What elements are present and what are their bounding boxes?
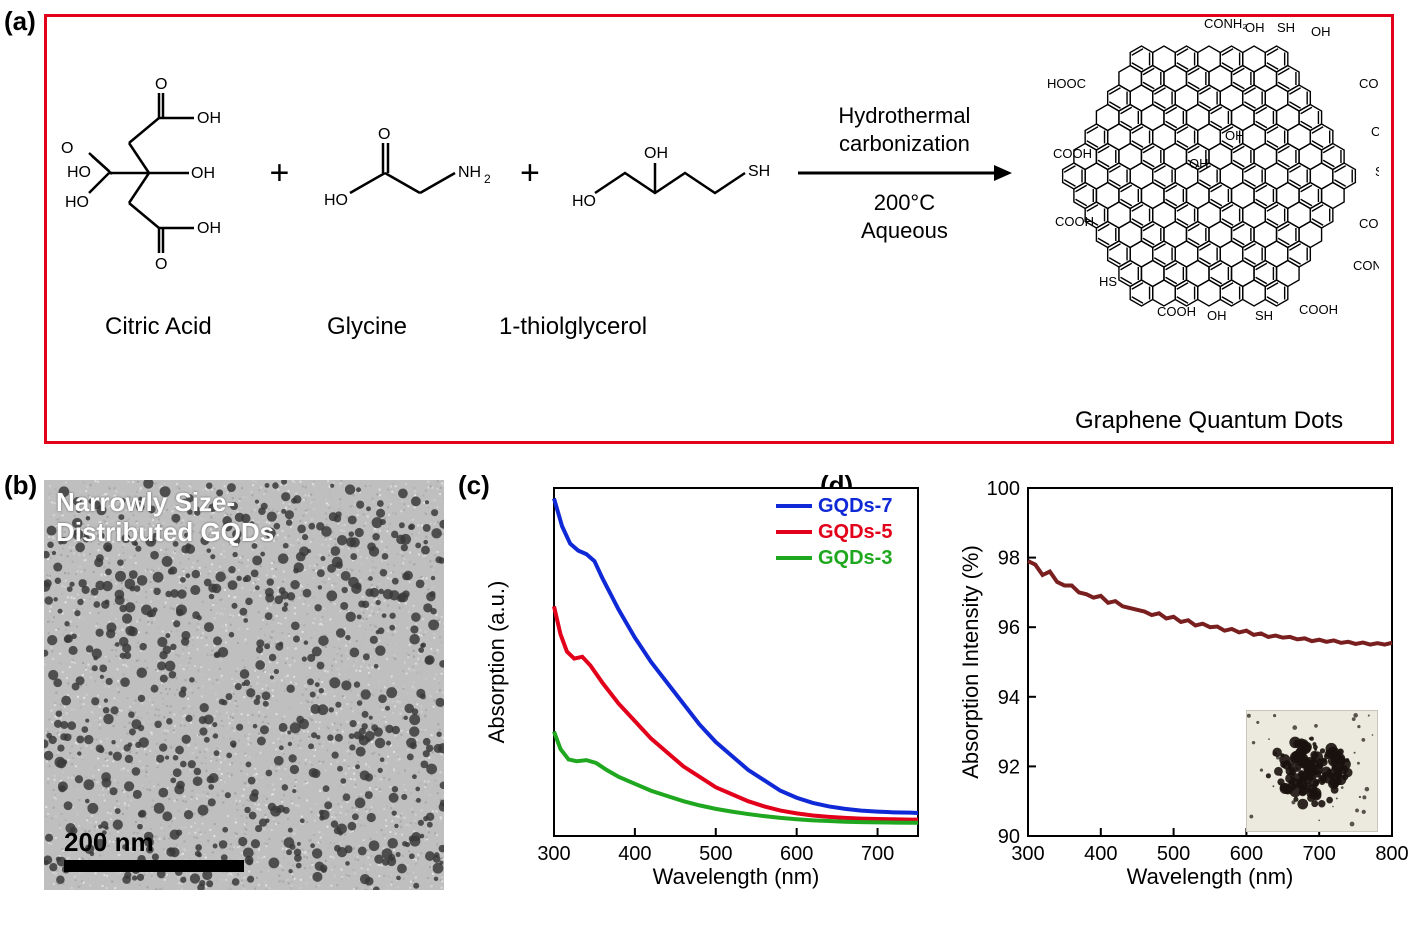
inset-photo bbox=[1246, 710, 1378, 832]
svg-text:GQDs-3: GQDs-3 bbox=[818, 547, 892, 569]
arrow-bot2: Aqueous bbox=[861, 218, 948, 243]
svg-text:90: 90 bbox=[998, 826, 1020, 848]
svg-text:Wavelength (nm): Wavelength (nm) bbox=[653, 864, 820, 889]
svg-text:96: 96 bbox=[998, 617, 1020, 639]
svg-text:400: 400 bbox=[618, 843, 651, 865]
svg-text:OH: OH bbox=[197, 110, 221, 127]
svg-text:OH: OH bbox=[644, 145, 668, 162]
svg-text:COOH: COOH bbox=[1359, 216, 1379, 231]
svg-text:O: O bbox=[61, 140, 73, 157]
reactant-labels: Citric Acid Glycine 1-thiolglycerol bbox=[47, 313, 1391, 353]
svg-text:SH: SH bbox=[1277, 20, 1295, 35]
svg-text:OH: OH bbox=[191, 165, 215, 182]
arrow-top2: carbonization bbox=[839, 131, 970, 156]
panel-a-scheme: O OH OH O OH O HO HO + bbox=[44, 14, 1394, 444]
svg-text:OH: OH bbox=[197, 220, 221, 237]
plus-1: + bbox=[263, 154, 295, 193]
scalebar-bar bbox=[64, 860, 244, 872]
svg-text:CONH₂: CONH₂ bbox=[1353, 258, 1379, 273]
tem-caption-2: Distributed GQDs bbox=[56, 517, 274, 547]
svg-text:600: 600 bbox=[780, 843, 813, 865]
svg-text:CONH₂: CONH₂ bbox=[1204, 18, 1247, 31]
svg-text:OH: OH bbox=[1371, 124, 1379, 139]
svg-text:2: 2 bbox=[484, 172, 490, 186]
svg-text:Wavelength (nm): Wavelength (nm) bbox=[1127, 864, 1294, 889]
svg-text:300: 300 bbox=[537, 843, 570, 865]
plus-2: + bbox=[514, 154, 546, 193]
svg-text:NH: NH bbox=[458, 164, 481, 181]
label-a: (a) bbox=[4, 6, 36, 37]
svg-text:Absorption Intensity (%): Absorption Intensity (%) bbox=[958, 545, 983, 779]
svg-text:700: 700 bbox=[1303, 843, 1336, 865]
arrow-bot1: 200°C bbox=[874, 190, 935, 215]
mol-citric-acid: O OH OH O OH O HO HO bbox=[59, 73, 239, 273]
scalebar: 200 nm bbox=[64, 827, 244, 872]
panel-c-chart: 300 400 500 600 700 Wavelength (nm) Absorption… bbox=[484, 470, 936, 898]
mol-gqd: CONH₂OHSHOHCOOHOHSHCOOHCONH₂COOHSHOHCOOH… bbox=[1039, 18, 1379, 328]
label-gqd: Graphene Quantum Dots bbox=[1075, 407, 1343, 435]
svg-text:COOH: COOH bbox=[1359, 76, 1379, 91]
scalebar-text: 200 nm bbox=[64, 827, 244, 858]
mol-thioglycerol: HO OH SH bbox=[570, 118, 770, 228]
tem-caption-1: Narrowly Size- bbox=[56, 487, 235, 517]
svg-text:O: O bbox=[155, 256, 167, 273]
mol-glycine: HO O NH 2 bbox=[320, 113, 490, 233]
svg-text:HO: HO bbox=[65, 194, 89, 211]
svg-text:COOH: COOH bbox=[1055, 214, 1094, 229]
reaction-arrow: Hydrothermal carbonization 200°C Aqueous bbox=[794, 102, 1014, 244]
reaction-row: O OH OH O OH O HO HO + bbox=[47, 43, 1391, 303]
label-thioglycerol: 1-thiolglycerol bbox=[499, 313, 647, 341]
label-citric: Citric Acid bbox=[105, 313, 212, 341]
svg-text:HOOC: HOOC bbox=[1047, 76, 1086, 91]
svg-text:92: 92 bbox=[998, 756, 1020, 778]
svg-text:GQDs-5: GQDs-5 bbox=[818, 521, 892, 543]
arrow-icon bbox=[794, 161, 1014, 185]
svg-text:94: 94 bbox=[998, 687, 1020, 709]
svg-text:O: O bbox=[378, 126, 390, 143]
tem-caption: Narrowly Size- Distributed GQDs bbox=[56, 488, 274, 548]
svg-text:HS: HS bbox=[1099, 274, 1117, 289]
svg-text:OH: OH bbox=[1225, 128, 1245, 143]
svg-text:Absorption (a.u.): Absorption (a.u.) bbox=[484, 581, 509, 744]
svg-text:SH: SH bbox=[748, 163, 770, 180]
figure: (a) (b) (c) (d) bbox=[0, 0, 1418, 931]
panel-b-tem: Narrowly Size- Distributed GQDs 200 nm bbox=[44, 480, 444, 890]
svg-text:GQDs-7: GQDs-7 bbox=[818, 495, 892, 517]
svg-text:HO: HO bbox=[572, 193, 596, 210]
label-glycine: Glycine bbox=[327, 313, 407, 341]
svg-text:98: 98 bbox=[998, 548, 1020, 570]
svg-text:HO: HO bbox=[324, 192, 348, 209]
svg-text:SH: SH bbox=[1375, 164, 1379, 179]
arrow-top1: Hydrothermal bbox=[838, 103, 970, 128]
svg-text:800: 800 bbox=[1375, 843, 1408, 865]
svg-text:700: 700 bbox=[861, 843, 894, 865]
svg-text:OH: OH bbox=[1189, 156, 1209, 171]
svg-text:OH: OH bbox=[1311, 24, 1331, 39]
svg-text:400: 400 bbox=[1084, 843, 1117, 865]
label-b: (b) bbox=[4, 470, 37, 501]
svg-text:O: O bbox=[155, 76, 167, 93]
svg-text:OH: OH bbox=[1245, 20, 1265, 35]
svg-text:500: 500 bbox=[1157, 843, 1190, 865]
svg-text:100: 100 bbox=[987, 478, 1020, 500]
svg-text:COOH: COOH bbox=[1053, 146, 1092, 161]
svg-text:HO: HO bbox=[67, 164, 91, 181]
svg-text:600: 600 bbox=[1230, 843, 1263, 865]
panel-d-chart: 3004005006007008009092949698100Wavelengt… bbox=[958, 470, 1410, 898]
svg-text:500: 500 bbox=[699, 843, 732, 865]
